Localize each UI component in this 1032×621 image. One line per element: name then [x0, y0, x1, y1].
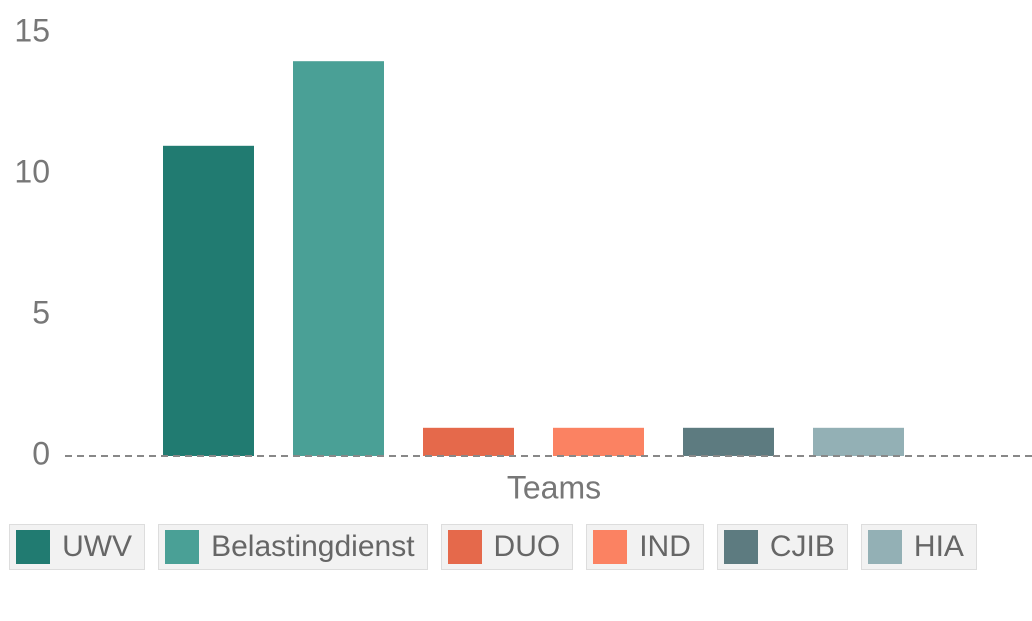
legend-label: IND	[639, 530, 691, 563]
bar	[423, 427, 514, 456]
y-tick-label: 10	[14, 153, 50, 189]
y-tick-label: 5	[32, 294, 50, 330]
bar	[813, 427, 904, 456]
bar	[293, 61, 384, 456]
bar	[163, 145, 254, 457]
bar	[683, 427, 774, 456]
legend-swatch	[723, 530, 758, 564]
legend-swatch	[867, 530, 902, 564]
legend-swatch	[165, 530, 200, 564]
legend: UWV Belastingdienst DUO IND CJIB HIA	[0, 524, 986, 570]
legend-swatch	[16, 530, 51, 564]
legend-swatch	[593, 530, 628, 564]
legend-label: DUO	[493, 530, 561, 563]
legend-swatch	[447, 530, 482, 564]
y-tick-label: 15	[14, 12, 50, 48]
legend-item[interactable]: Belastingdienst	[158, 524, 428, 570]
bar	[553, 427, 644, 456]
x-axis-label: Teams	[507, 469, 601, 505]
legend-item[interactable]: IND	[586, 524, 704, 570]
legend-label: UWV	[62, 530, 133, 563]
legend-label: HIA	[913, 530, 964, 563]
legend-item[interactable]: DUO	[440, 524, 574, 570]
legend-label: Belastingdienst	[211, 530, 415, 563]
legend-item[interactable]: CJIB	[716, 524, 848, 570]
y-tick-label: 0	[32, 435, 50, 471]
legend-item[interactable]: UWV	[9, 524, 146, 570]
legend-label: CJIB	[769, 530, 835, 563]
legend-item[interactable]: HIA	[860, 524, 977, 570]
chart: Teams 0 5 10 15	[14, 12, 1032, 505]
